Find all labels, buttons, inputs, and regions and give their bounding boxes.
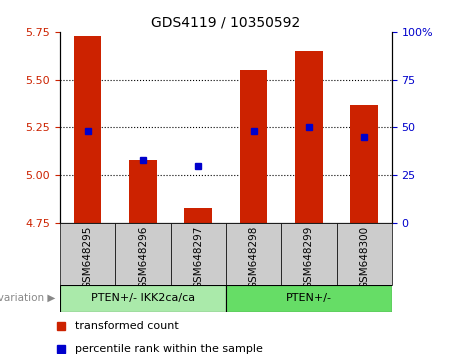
Bar: [60, 285, 226, 312]
Text: GSM648296: GSM648296: [138, 226, 148, 290]
Bar: [295, 51, 323, 223]
Bar: [184, 208, 212, 223]
Bar: [337, 223, 392, 285]
Bar: [226, 285, 392, 312]
Text: percentile rank within the sample: percentile rank within the sample: [75, 344, 263, 354]
Text: GSM648298: GSM648298: [248, 226, 259, 290]
Bar: [240, 70, 267, 223]
Bar: [60, 223, 115, 285]
Text: PTEN+/- IKK2ca/ca: PTEN+/- IKK2ca/ca: [91, 293, 195, 303]
Bar: [350, 104, 378, 223]
Bar: [74, 36, 101, 223]
Text: genotype/variation ▶: genotype/variation ▶: [0, 293, 55, 303]
Title: GDS4119 / 10350592: GDS4119 / 10350592: [151, 15, 301, 29]
Bar: [281, 223, 337, 285]
Text: GSM648295: GSM648295: [83, 226, 93, 290]
Bar: [171, 223, 226, 285]
Bar: [226, 223, 281, 285]
Text: GSM648297: GSM648297: [193, 226, 203, 290]
Text: GSM648299: GSM648299: [304, 226, 314, 290]
Bar: [129, 160, 157, 223]
Text: transformed count: transformed count: [75, 321, 179, 331]
Text: PTEN+/-: PTEN+/-: [286, 293, 332, 303]
Bar: [115, 223, 171, 285]
Text: GSM648300: GSM648300: [359, 226, 369, 289]
